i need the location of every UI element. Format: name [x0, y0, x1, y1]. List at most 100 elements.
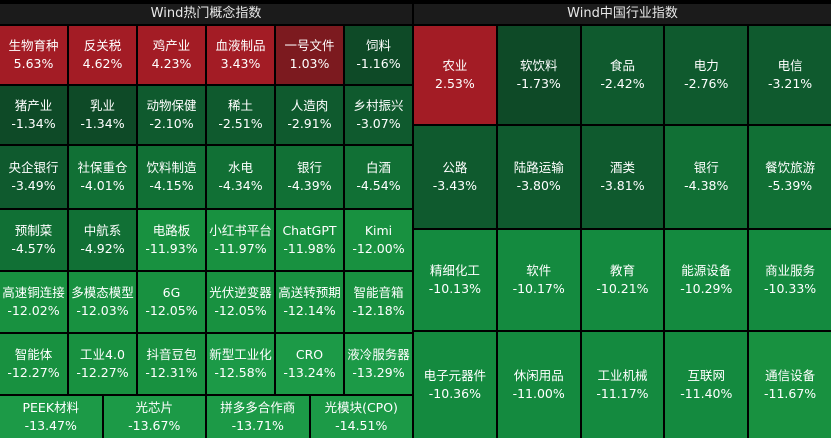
heatmap-tile[interactable]: 电信 -3.21% [749, 26, 831, 124]
heatmap-tile[interactable]: 稀土 -2.51% [207, 86, 274, 144]
heatmap-tile[interactable]: 反关税 4.62% [69, 26, 136, 84]
heatmap-tile[interactable]: 动物保健 -2.10% [138, 86, 205, 144]
heatmap-tile[interactable]: 猪产业 -1.34% [0, 86, 67, 144]
concept-index-panel: Wind热门概念指数 生物育种 5.63% 反关税 4.62% 鸡产业 4.23% 血液制品… [0, 0, 412, 438]
heatmap-tile[interactable]: 央企银行 -3.49% [0, 146, 67, 208]
heatmap-tile[interactable]: 电力 -2.76% [665, 26, 748, 124]
heatmap-tile[interactable]: 智能体 -12.27% [0, 334, 67, 394]
tile-label: 陆路运输 [513, 160, 564, 175]
tile-value: -10.29% [680, 281, 733, 296]
heatmap-tile[interactable]: 精细化工 -10.13% [414, 230, 496, 330]
tile-value: -11.40% [680, 386, 733, 401]
industry-index-title: Wind中国行业指数 [414, 4, 831, 24]
tile-value: -11.67% [763, 386, 817, 401]
tile-value: -12.05% [145, 303, 198, 318]
tile-label: 农业 [442, 58, 468, 73]
heatmap-tile[interactable]: ChatGPT -11.98% [276, 210, 343, 270]
tile-label: 生物育种 [8, 38, 59, 53]
heatmap-tile[interactable]: 乳业 -1.34% [69, 86, 136, 144]
heatmap-tile[interactable]: 食品 -2.42% [581, 26, 664, 124]
heatmap-tile[interactable]: 电路板 -11.93% [138, 210, 205, 270]
heatmap-tile[interactable]: 通信设备 -11.67% [749, 332, 831, 438]
tile-label: 新型工业化 [209, 347, 272, 362]
tile-value: -11.98% [283, 241, 336, 256]
heatmap-tile[interactable]: 能源设备 -10.29% [665, 230, 748, 330]
heatmap-tile[interactable]: CRO -13.24% [276, 334, 343, 394]
heatmap-tile[interactable]: 白酒 -4.54% [345, 146, 412, 208]
heatmap-tile[interactable]: 饲料 -1.16% [345, 26, 412, 84]
tile-label: 软饮料 [519, 58, 558, 73]
heatmap-tile[interactable]: 多模态模型 -12.03% [69, 272, 136, 332]
heatmap-tile[interactable]: 工业4.0 -12.27% [69, 334, 136, 394]
heatmap-tile[interactable]: 智能音箱 -12.18% [345, 272, 412, 332]
tile-value: 1.03% [289, 56, 330, 71]
heatmap-tile[interactable]: 社保重仓 -4.01% [69, 146, 136, 208]
heatmap-tile[interactable]: 电子元器件 -10.36% [414, 332, 496, 438]
heatmap-tile[interactable]: 液冷服务器 -13.29% [345, 334, 412, 394]
heatmap-tile[interactable]: 乡村振兴 -3.07% [345, 86, 412, 144]
tile-label: 餐饮旅游 [765, 160, 816, 175]
heatmap-tile[interactable]: 人造肉 -2.91% [276, 86, 343, 144]
heatmap-tile[interactable]: 饮料制造 -4.15% [138, 146, 205, 208]
tile-value: -11.93% [145, 241, 198, 256]
heatmap-tile[interactable]: 水电 -4.34% [207, 146, 274, 208]
heatmap-tile[interactable]: 高速铜连接 -12.02% [0, 272, 67, 332]
tile-value: -13.67% [128, 418, 181, 433]
tile-label: 多模态模型 [71, 285, 134, 300]
heatmap-tile[interactable]: 休闲用品 -11.00% [497, 332, 580, 438]
tile-value: -1.73% [516, 76, 561, 91]
heatmap-tile[interactable]: 高送转预期 -12.14% [276, 272, 343, 332]
heatmap-tile[interactable]: 光模块(CPO) -14.51% [310, 396, 412, 438]
tile-value: -10.21% [596, 281, 649, 296]
tile-value: -3.07% [356, 116, 401, 131]
tile-value: 4.23% [151, 56, 192, 71]
tile-value: -4.38% [684, 178, 729, 193]
tile-label: 银行 [693, 160, 719, 175]
heatmap-tile[interactable]: 餐饮旅游 -5.39% [749, 126, 831, 228]
heatmap-tile[interactable]: 拼多多合作商 -13.71% [207, 396, 309, 438]
tile-label: 猪产业 [14, 98, 53, 113]
heatmap-tile[interactable]: 生物育种 5.63% [0, 26, 67, 84]
tile-label: 工业4.0 [80, 347, 125, 362]
tile-value: -12.27% [76, 365, 129, 380]
heatmap-tile[interactable]: 鸡产业 4.23% [138, 26, 205, 84]
tile-value: -5.39% [767, 178, 813, 193]
heatmap-tile[interactable]: 新型工业化 -12.58% [207, 334, 274, 394]
heatmap-tile[interactable]: 小红书平台 -11.97% [207, 210, 274, 270]
heatmap-tile[interactable]: Kimi -12.00% [345, 210, 412, 270]
heatmap-tile[interactable]: 一号文件 1.03% [276, 26, 343, 84]
heatmap-tile[interactable]: 陆路运输 -3.80% [497, 126, 580, 228]
heatmap-tile[interactable]: 预制菜 -4.57% [0, 210, 67, 270]
tile-label: 互联网 [687, 368, 726, 383]
tile-label: 光模块(CPO) [324, 400, 398, 415]
heatmap-tile[interactable]: 抖音豆包 -12.31% [138, 334, 205, 394]
heatmap-tile[interactable]: 商业服务 -10.33% [749, 230, 831, 330]
tile-label: 工业机械 [597, 368, 648, 383]
heatmap-tile[interactable]: 软件 -10.17% [497, 230, 580, 330]
tile-label: 小红书平台 [209, 223, 272, 238]
heatmap-tile[interactable]: 光伏逆变器 -12.05% [207, 272, 274, 332]
tile-label: 通信设备 [765, 368, 816, 383]
tile-value: -4.57% [11, 241, 56, 256]
heatmap-tile[interactable]: 互联网 -11.40% [665, 332, 748, 438]
heatmap-tile[interactable]: 软饮料 -1.73% [497, 26, 580, 124]
tile-label: 商业服务 [765, 263, 816, 278]
heatmap-tile[interactable]: 6G -12.05% [138, 272, 205, 332]
heatmap-tile[interactable]: 血液制品 3.43% [207, 26, 274, 84]
heatmap-tile[interactable]: 银行 -4.39% [276, 146, 343, 208]
heatmap-tile[interactable]: 工业机械 -11.17% [581, 332, 664, 438]
tile-label: 央企银行 [8, 160, 59, 175]
tile-label: 拼多多合作商 [220, 400, 296, 415]
heatmap-tile[interactable]: 银行 -4.38% [665, 126, 748, 228]
heatmap-tile[interactable]: 公路 -3.43% [414, 126, 496, 228]
heatmap-tile[interactable]: 农业 2.53% [414, 26, 496, 124]
tile-label: 人造肉 [290, 98, 329, 113]
heatmap-tile[interactable]: 光芯片 -13.67% [103, 396, 205, 438]
heatmap-tile[interactable]: 中航系 -4.92% [69, 210, 136, 270]
tile-value: -3.80% [516, 178, 561, 193]
heatmap-tile[interactable]: 酒类 -3.81% [581, 126, 664, 228]
heatmap-tile[interactable]: 教育 -10.21% [581, 230, 664, 330]
tile-value: -2.76% [684, 76, 729, 91]
heatmap-tile[interactable]: PEEK材料 -13.47% [0, 396, 102, 438]
tile-value: -3.49% [11, 178, 56, 193]
